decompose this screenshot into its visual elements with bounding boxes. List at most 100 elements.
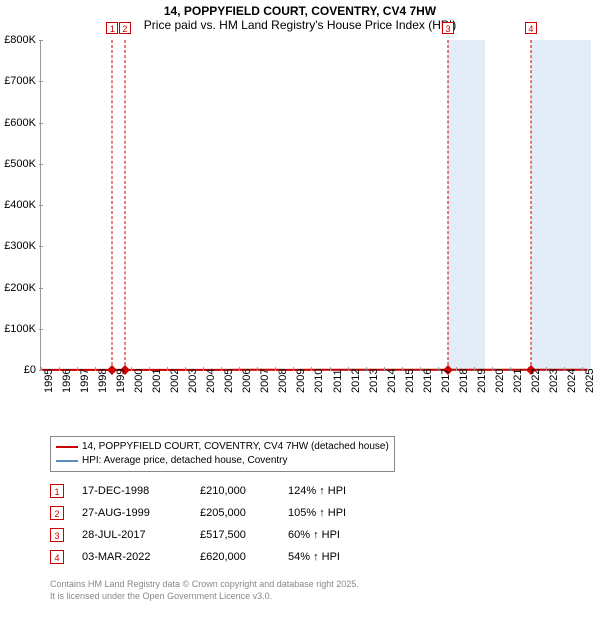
marker-box-3: 3 [442, 22, 454, 34]
footer-line1: Contains HM Land Registry data © Crown c… [50, 578, 359, 590]
y-axis-label: £400K [2, 199, 36, 211]
y-tick [39, 164, 43, 165]
y-axis-label: £100K [2, 323, 36, 335]
marker-box-4: 4 [525, 22, 537, 34]
x-axis-label: 1996 [61, 369, 73, 393]
y-tick [39, 246, 43, 247]
x-axis-label: 2007 [259, 369, 271, 393]
sale-date: 17-DEC-1998 [82, 480, 182, 502]
x-tick [564, 367, 565, 371]
x-tick [474, 367, 475, 371]
x-axis-label: 2017 [440, 369, 452, 393]
x-axis-label: 2010 [313, 369, 325, 393]
y-axis-label: £700K [2, 75, 36, 87]
legend-label-red: 14, POPPYFIELD COURT, COVENTRY, CV4 7HW … [82, 440, 389, 454]
y-axis-label: £0 [2, 364, 36, 376]
legend-item-blue: HPI: Average price, detached house, Cove… [56, 454, 389, 468]
sale-pct: 54% ↑ HPI [288, 546, 383, 568]
x-axis-label: 2003 [187, 369, 199, 393]
x-axis-label: 2013 [368, 369, 380, 393]
x-tick [131, 367, 132, 371]
x-axis-label: 2020 [494, 369, 506, 393]
y-axis-label: £200K [2, 282, 36, 294]
marker-box-2: 2 [119, 22, 131, 34]
x-axis-label: 1999 [115, 369, 127, 393]
x-axis-label: 2011 [332, 369, 344, 393]
legend-swatch-blue [56, 460, 78, 462]
x-axis-label: 2000 [133, 369, 145, 393]
x-tick [348, 367, 349, 371]
marker-box-1: 1 [106, 22, 118, 34]
y-tick [39, 205, 43, 206]
x-axis-label: 2023 [548, 369, 560, 393]
sale-date: 27-AUG-1999 [82, 502, 182, 524]
y-tick [39, 329, 43, 330]
marker-line [112, 40, 113, 370]
sale-row: 328-JUL-2017£517,50060% ↑ HPI [50, 524, 383, 546]
y-axis-label: £600K [2, 117, 36, 129]
x-axis-label: 2009 [295, 369, 307, 393]
x-tick [510, 367, 511, 371]
x-tick [456, 367, 457, 371]
footer-line2: It is licensed under the Open Government… [50, 590, 359, 602]
y-axis-label: £300K [2, 240, 36, 252]
x-axis-label: 2021 [512, 369, 524, 393]
sale-row: 227-AUG-1999£205,000105% ↑ HPI [50, 502, 383, 524]
x-tick [546, 367, 547, 371]
x-axis-label: 2014 [386, 369, 398, 393]
legend: 14, POPPYFIELD COURT, COVENTRY, CV4 7HW … [50, 436, 395, 472]
plot-area: 1234 [40, 40, 590, 370]
x-axis-label: 2016 [422, 369, 434, 393]
x-axis-label: 2022 [530, 369, 542, 393]
x-axis-label: 2024 [566, 369, 578, 393]
page-title-line2: Price paid vs. HM Land Registry's House … [0, 18, 600, 32]
x-tick [384, 367, 385, 371]
y-axis-label: £800K [2, 34, 36, 46]
price-chart: 1234 19951996199719981999200020012002200… [40, 40, 590, 400]
x-tick [420, 367, 421, 371]
legend-item-red: 14, POPPYFIELD COURT, COVENTRY, CV4 7HW … [56, 440, 389, 454]
x-axis-label: 2002 [169, 369, 181, 393]
sale-price: £517,500 [200, 524, 270, 546]
sale-price: £620,000 [200, 546, 270, 568]
sale-num: 2 [50, 506, 64, 520]
sale-row: 403-MAR-2022£620,00054% ↑ HPI [50, 546, 383, 568]
footer-attribution: Contains HM Land Registry data © Crown c… [50, 578, 359, 602]
x-tick [438, 367, 439, 371]
x-axis-label: 2004 [205, 369, 217, 393]
sale-row: 117-DEC-1998£210,000124% ↑ HPI [50, 480, 383, 502]
x-axis-label: 2018 [458, 369, 470, 393]
x-tick [582, 367, 583, 371]
x-tick [77, 367, 78, 371]
sale-date: 28-JUL-2017 [82, 524, 182, 546]
marker-line [448, 40, 449, 370]
marker-line [530, 40, 531, 370]
x-tick [95, 367, 96, 371]
x-axis-label: 2005 [223, 369, 235, 393]
sale-price: £205,000 [200, 502, 270, 524]
x-axis-label: 2001 [151, 369, 163, 393]
x-axis-label: 1995 [43, 369, 55, 393]
x-tick [402, 367, 403, 371]
x-axis-label: 2012 [350, 369, 362, 393]
x-tick [492, 367, 493, 371]
x-tick [330, 367, 331, 371]
sales-table: 117-DEC-1998£210,000124% ↑ HPI227-AUG-19… [50, 480, 383, 568]
sale-num: 1 [50, 484, 64, 498]
sale-num: 3 [50, 528, 64, 542]
x-tick [59, 367, 60, 371]
page-title-line1: 14, POPPYFIELD COURT, COVENTRY, CV4 7HW [0, 0, 600, 18]
x-axis-label: 1998 [97, 369, 109, 393]
y-tick [39, 288, 43, 289]
y-tick [39, 40, 43, 41]
x-axis-label: 2025 [584, 369, 596, 393]
x-axis-label: 2015 [404, 369, 416, 393]
legend-label-blue: HPI: Average price, detached house, Cove… [82, 454, 288, 468]
y-axis-label: £500K [2, 158, 36, 170]
x-tick [41, 367, 42, 371]
y-tick [39, 81, 43, 82]
sale-date: 03-MAR-2022 [82, 546, 182, 568]
y-tick [39, 123, 43, 124]
legend-swatch-red [56, 446, 78, 448]
x-axis-label: 2019 [476, 369, 488, 393]
